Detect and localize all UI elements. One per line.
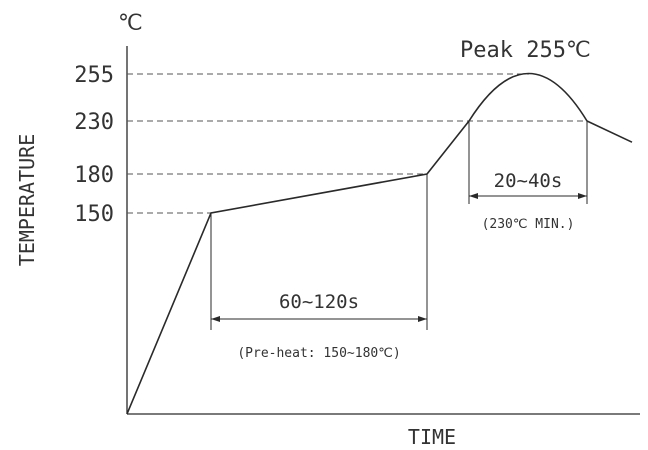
y-tick-label-230: 230 <box>74 110 114 135</box>
peak-label: Peak 255℃ <box>460 38 591 63</box>
x-axis-label: TIME <box>408 425 456 449</box>
preheat-dimension-arrow-left <box>211 316 220 322</box>
preheat-note-label: (Pre-heat: 150~180℃) <box>237 346 400 361</box>
temperature-profile-line <box>126 72 633 415</box>
curve-layer <box>126 72 633 415</box>
y-tick-label-150: 150 <box>74 202 114 227</box>
y-tick-label-180: 180 <box>74 163 114 188</box>
preheat-dimension-arrow-right <box>418 316 427 322</box>
reflow-note-label: (230℃ MIN.) <box>482 217 575 232</box>
annotations: 60~120s (Pre-heat: 150~180℃) 20~40s (230℃ M… <box>210 121 588 361</box>
reflow-dimension <box>469 193 587 199</box>
y-tick-labels: 150 180 230 255 <box>74 63 114 227</box>
preheat-dimension <box>211 316 427 322</box>
unit-label: ℃ <box>118 11 143 36</box>
y-tick-label-255: 255 <box>74 63 114 88</box>
y-axis-label: TEMPERATURE <box>15 134 39 266</box>
reflow-time-label: 20~40s <box>494 170 563 192</box>
guide-lines <box>127 73 587 214</box>
preheat-time-label: 60~120s <box>279 291 359 313</box>
reflow-dimension-arrow-left <box>469 193 478 199</box>
reflow-dimension-arrow-right <box>578 193 587 199</box>
